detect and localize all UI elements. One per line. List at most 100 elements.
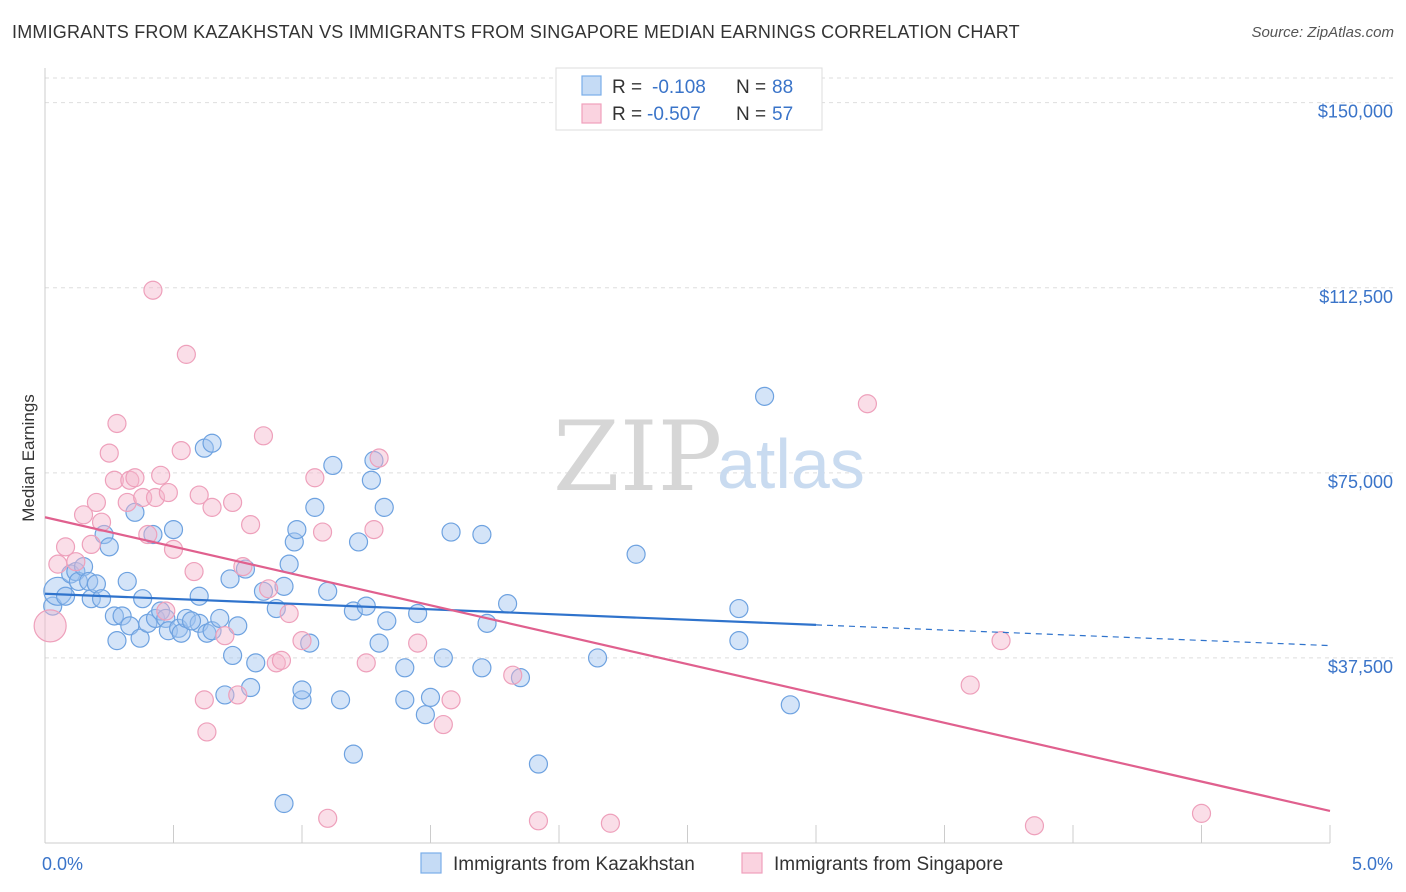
singapore-point xyxy=(120,470,140,490)
singapore-point xyxy=(189,485,209,505)
kazakhstan-point xyxy=(91,589,112,609)
singapore-point xyxy=(33,609,67,643)
singapore-point xyxy=(202,497,222,517)
kazakhstan-point xyxy=(107,631,127,651)
x-tick-label-1: 5.0% xyxy=(1352,854,1393,874)
kazakhstan-point xyxy=(292,690,312,710)
kazakhstan-point xyxy=(498,594,518,614)
singapore-point xyxy=(305,468,325,488)
kazakhstan-point xyxy=(171,623,191,643)
singapore-point xyxy=(194,690,214,710)
singapore-point xyxy=(81,534,101,555)
kazakhstan-point xyxy=(377,611,397,631)
bottom-legend-label-kazakhstan: Immigrants from Kazakhstan xyxy=(453,854,695,875)
kazakhstan-point xyxy=(364,450,384,471)
kazakhstan-point xyxy=(130,628,150,648)
legend-swatch-singapore xyxy=(581,103,602,124)
legend-r-label-1: R = xyxy=(612,77,642,98)
kazakhstan-point xyxy=(274,793,294,814)
singapore-point xyxy=(857,394,878,414)
kazakhstan-point xyxy=(305,497,325,517)
singapore-point xyxy=(960,675,980,695)
kazakhstan-point xyxy=(510,668,531,688)
singapore-point xyxy=(48,554,68,574)
singapore-point xyxy=(266,653,286,673)
kazakhstan-point xyxy=(408,603,428,624)
kazakhstan-point xyxy=(117,571,137,592)
singapore-point xyxy=(163,539,184,559)
singapore-point xyxy=(292,631,312,651)
singapore-point xyxy=(364,519,384,540)
kazakhstan-point xyxy=(223,645,243,666)
singapore-point xyxy=(215,626,235,646)
singapore-point xyxy=(156,601,176,621)
kazakhstan-point xyxy=(528,754,549,774)
watermark-atlas: atlas xyxy=(717,425,865,503)
singapore-point xyxy=(158,482,178,503)
kazakhstan-point xyxy=(780,695,800,715)
axes xyxy=(44,68,1331,844)
kazakhstan-point xyxy=(99,537,119,557)
y-tick-label-0: $37,500 xyxy=(1328,657,1393,677)
singapore-point xyxy=(600,813,621,833)
kazakhstan-point xyxy=(284,532,304,552)
kazakhstan-point xyxy=(253,581,274,601)
singapore-point xyxy=(104,470,124,490)
singapore-point xyxy=(312,522,333,542)
bottom-legend-swatch-kazakhstan xyxy=(420,852,442,874)
legend-r-value-2: -0.507 xyxy=(647,104,701,125)
watermark-zip: ZIP xyxy=(553,401,722,513)
trend-line-kazakhstan-extension xyxy=(815,624,1331,647)
singapore-point xyxy=(991,631,1011,651)
trend-line-kazakhstan xyxy=(44,592,817,626)
singapore-point xyxy=(66,552,86,572)
y-tick-label-1: $75,000 xyxy=(1328,472,1393,492)
kazakhstan-point xyxy=(143,524,163,545)
series-singapore-points xyxy=(33,280,1212,836)
kazakhstan-point xyxy=(210,608,230,629)
x-tick-labels: 0.0% 5.0% xyxy=(42,854,1393,874)
singapore-point xyxy=(318,808,338,828)
singapore-point xyxy=(197,722,217,742)
watermark: ZIP atlas xyxy=(553,401,865,513)
singapore-point xyxy=(408,633,428,653)
legend-r-value-1: -0.108 xyxy=(652,77,706,98)
kazakhstan-point xyxy=(86,574,107,594)
legend-n-value-1: 88 xyxy=(772,77,793,98)
singapore-point xyxy=(176,344,196,364)
bottom-legend-label-singapore: Immigrants from Singapore xyxy=(774,854,1003,875)
kazakhstan-point xyxy=(318,581,338,601)
kazakhstan-point xyxy=(287,519,307,540)
kazakhstan-point xyxy=(587,648,608,668)
y-tick-label-3: $150,000 xyxy=(1318,102,1393,122)
singapore-point xyxy=(369,448,389,468)
kazakhstan-point xyxy=(323,455,343,476)
kazakhstan-point xyxy=(433,648,453,668)
kazakhstan-point xyxy=(729,631,749,651)
chart-title: IMMIGRANTS FROM KAZAKHSTAN VS IMMIGRANTS… xyxy=(12,22,1020,42)
kazakhstan-point xyxy=(274,576,294,596)
kazakhstan-point xyxy=(415,705,435,725)
singapore-point xyxy=(356,653,376,673)
kazakhstan-point xyxy=(472,524,492,545)
kazakhstan-point xyxy=(395,690,415,710)
kazakhstan-point xyxy=(181,611,202,631)
singapore-point xyxy=(125,468,145,488)
kazakhstan-point xyxy=(55,586,76,606)
legend-r-label-2: R = xyxy=(612,104,642,125)
singapore-point xyxy=(107,413,127,434)
kazakhstan-point xyxy=(156,608,176,629)
bottom-legend-swatch-singapore xyxy=(741,852,763,874)
trend-lines xyxy=(44,516,1331,812)
singapore-point xyxy=(228,685,248,705)
bottom-legend: Immigrants from Kazakhstan Immigrants fr… xyxy=(420,852,1003,875)
kazakhstan-point xyxy=(228,616,248,636)
legend: R = -0.108 N = 88 R = -0.507 N = 57 xyxy=(555,67,823,131)
singapore-point xyxy=(503,665,523,685)
kazakhstan-point xyxy=(246,653,266,673)
singapore-point xyxy=(441,690,461,710)
singapore-point xyxy=(528,811,549,831)
kazakhstan-point xyxy=(369,633,389,653)
singapore-point xyxy=(151,465,171,485)
